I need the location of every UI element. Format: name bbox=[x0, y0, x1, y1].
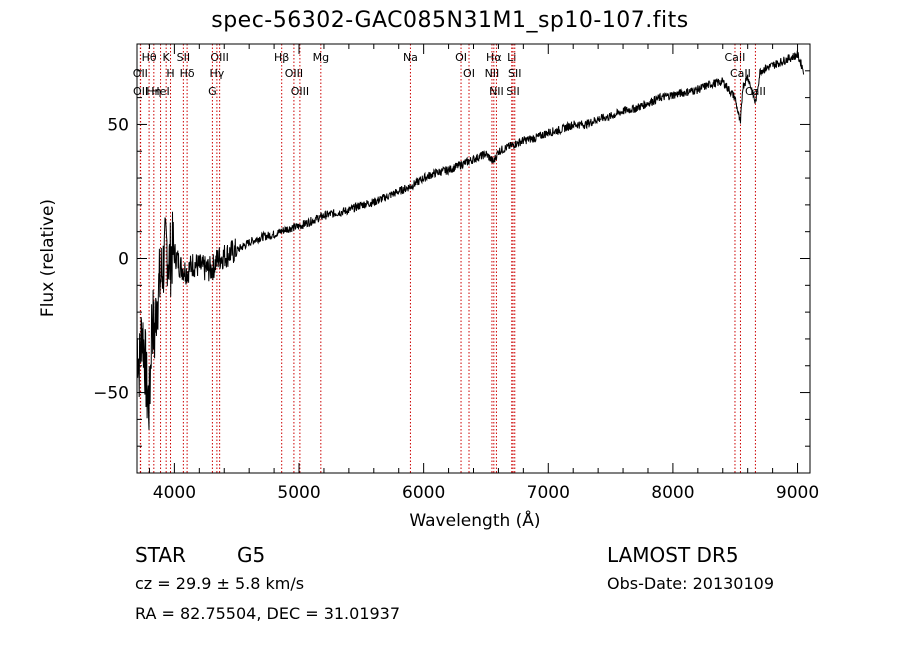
line-label: NII bbox=[485, 67, 500, 80]
plot-frame bbox=[136, 43, 811, 474]
plot-axes: 4000 5000 6000 7000 8000 9000 −50 0 50 bbox=[93, 43, 819, 503]
obs-date: Obs-Date: 20130109 bbox=[607, 574, 775, 593]
line-label: H bbox=[166, 67, 174, 80]
coordinates-text: RA = 82.75504, DEC = 31.01937 bbox=[135, 604, 401, 623]
x-tick-label: 5000 bbox=[277, 483, 320, 503]
star-subclass: G5 bbox=[237, 543, 266, 567]
spectrum-line bbox=[136, 50, 805, 430]
y-axis-label: Flux (relative) bbox=[38, 198, 58, 318]
x-axis-label: Wavelength (Å) bbox=[409, 511, 541, 531]
star-class: STAR bbox=[135, 543, 186, 567]
line-label: SII bbox=[177, 51, 190, 64]
x-tick-label: 9000 bbox=[776, 483, 819, 503]
x-tick-label: 7000 bbox=[527, 483, 570, 503]
line-label: OIII bbox=[210, 51, 228, 64]
line-label: NII bbox=[489, 85, 504, 98]
chart-title: spec-56302-GAC085N31M1_sp10-107.fits bbox=[211, 8, 689, 33]
y-tick-label: 0 bbox=[118, 250, 129, 270]
line-label: Hα bbox=[486, 51, 502, 64]
redshift-text: cz = 29.9 ± 5.8 km/s bbox=[135, 574, 305, 593]
line-label: Hβ bbox=[274, 51, 289, 64]
line-label: Mg bbox=[313, 51, 329, 64]
survey-name: LAMOST DR5 bbox=[607, 543, 739, 567]
line-label: CaII bbox=[730, 67, 751, 80]
x-tick-label: 8000 bbox=[651, 483, 694, 503]
line-label: Hη bbox=[146, 85, 161, 98]
line-label: Hθ bbox=[142, 51, 157, 64]
line-label: SII bbox=[506, 85, 519, 98]
spectrum-series bbox=[136, 50, 805, 430]
line-label: SII bbox=[508, 67, 521, 80]
line-label: Na bbox=[403, 51, 418, 64]
y-tick-label: −50 bbox=[93, 384, 129, 404]
line-label: Hδ bbox=[180, 67, 195, 80]
line-label: CaII bbox=[725, 51, 746, 64]
line-label: G bbox=[208, 85, 217, 98]
x-tick-label: 6000 bbox=[402, 483, 445, 503]
line-label: K bbox=[163, 51, 171, 64]
line-label: HeI bbox=[151, 85, 169, 98]
x-tick-label: 4000 bbox=[153, 483, 196, 503]
y-tick-label: 50 bbox=[107, 115, 129, 135]
line-label: OIII bbox=[285, 67, 303, 80]
line-label: Hγ bbox=[209, 67, 224, 80]
line-label: OI bbox=[455, 51, 467, 64]
line-label: CaII bbox=[745, 85, 766, 98]
line-label: Li bbox=[507, 51, 516, 64]
line-label: OI bbox=[463, 67, 475, 80]
line-label: OIII bbox=[291, 85, 309, 98]
